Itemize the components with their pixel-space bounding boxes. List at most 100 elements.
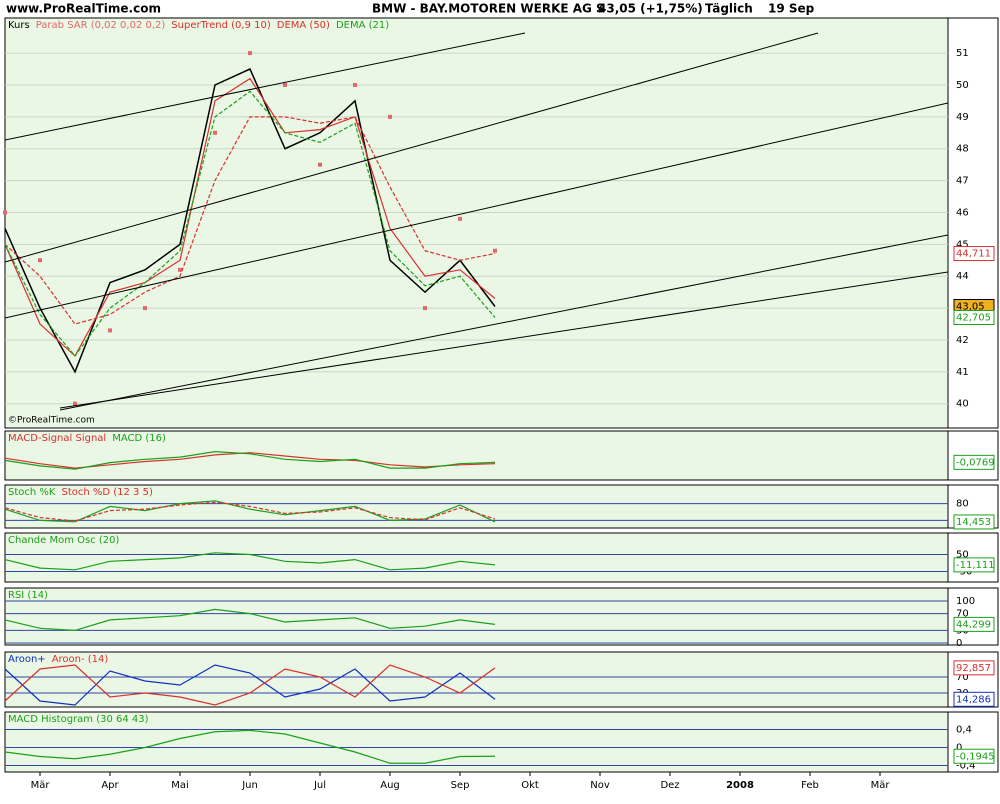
period: Täglich: [705, 2, 753, 16]
legend-entry: Aroon- (14): [52, 654, 109, 665]
panel-frame: [4, 532, 949, 583]
trendline: [5, 102, 948, 319]
last-label: -11,111: [956, 560, 995, 571]
dot: [108, 328, 112, 333]
y-tick-label: 51: [956, 48, 969, 59]
x-tick-label: Feb: [801, 780, 819, 791]
legend-entry: Kurs: [8, 20, 30, 31]
dot: [283, 82, 287, 87]
legend-entry: Stoch %K: [8, 487, 56, 498]
panel-frame: [4, 651, 949, 708]
price: 43,05 (+1,75%): [598, 2, 703, 16]
series-line: [4, 664, 496, 706]
y-tick-label: 0: [956, 743, 962, 754]
last-label: 44,299: [956, 619, 991, 630]
series-line: [4, 501, 496, 522]
y-tick-label: 47: [956, 176, 969, 187]
y-tick-label: 0: [956, 638, 962, 649]
y-tick-label: 41: [956, 367, 969, 378]
series-line: [4, 68, 496, 374]
legend-entry: SuperTrend (0,9 10): [171, 20, 271, 31]
last-label: 42,705: [956, 312, 991, 323]
trendline: [5, 32, 526, 141]
dot: [388, 114, 392, 119]
last-label-box: [953, 514, 995, 530]
trendline: [59, 271, 948, 409]
legend-entry: MACD (16): [112, 433, 166, 444]
last-label: 14,453: [956, 517, 991, 528]
y-tick-label: -0,4: [956, 761, 976, 772]
x-tick-label: Mär: [31, 780, 51, 791]
y-tick-label: 50: [956, 550, 969, 561]
last-label-box: [953, 691, 995, 707]
y-tick-label: 50: [956, 80, 969, 91]
series-line: [4, 608, 496, 632]
legend-entry: Parab SAR (0,02 0,02 0,2): [36, 20, 166, 31]
watermark: ©ProRealTime.com: [8, 416, 95, 426]
series-line: [4, 552, 496, 571]
dot: [458, 216, 462, 221]
y-tick-label: 45: [956, 239, 969, 250]
legend-entry: DEMA (21): [336, 20, 389, 31]
scale-area: [947, 17, 999, 429]
series-line: [4, 116, 496, 325]
x-tick-label: Okt: [521, 780, 539, 791]
dot: [353, 82, 357, 87]
y-tick-label: 42: [956, 335, 969, 346]
dot: [493, 248, 497, 253]
panel-frame: [4, 17, 949, 429]
title: BMW - BAY.MOTOREN WERKE AG S: [372, 2, 605, 16]
dot: [73, 401, 77, 406]
trendline: [59, 234, 948, 411]
last-label-box: [953, 616, 995, 632]
y-tick-label: 0,4: [956, 725, 972, 736]
last-label: -0,1945: [956, 751, 995, 762]
series-line: [4, 729, 496, 764]
y-tick-label: 49: [956, 112, 969, 123]
y-tick-label: 70: [956, 672, 969, 683]
last-label-box: [953, 246, 995, 262]
x-tick-label: Mär: [871, 780, 891, 791]
x-tick-label: Dez: [660, 780, 679, 791]
y-tick-label: 70: [956, 609, 969, 620]
legend-entry: Chande Mom Osc (20): [8, 535, 120, 546]
y-tick-label: 80: [956, 499, 969, 510]
last-label-box: [953, 454, 995, 470]
series-line: [4, 90, 496, 357]
legend-entry: Aroon+: [8, 654, 46, 665]
dot: [318, 162, 322, 167]
scale-area: [947, 587, 999, 646]
legend-entry: DEMA (50): [277, 20, 330, 31]
date: 19 Sep: [768, 2, 815, 16]
site: www.ProRealTime.com: [6, 2, 161, 16]
legend-entry: MACD-Signal Signal: [8, 433, 106, 444]
last-label: -0,0769: [956, 457, 995, 468]
y-tick-label: 100: [956, 596, 975, 607]
trendline: [5, 32, 819, 263]
legend-entry: MACD Histogram (30 64 43): [8, 714, 149, 725]
dot: [423, 306, 427, 311]
series-line: [4, 77, 496, 357]
dot: [178, 267, 182, 272]
last-label-box: [953, 309, 995, 325]
panel-frame: [4, 711, 949, 773]
x-tick-label: Nov: [590, 780, 610, 791]
legend-entry: RSI (14): [8, 590, 48, 601]
series-line: [4, 664, 496, 706]
y-tick-label: 44: [956, 271, 969, 282]
last-label: 43,05: [956, 301, 985, 312]
panel-frame: [4, 587, 949, 646]
x-tick-label: Jun: [241, 780, 258, 791]
last-label-box: [953, 748, 995, 764]
x-tick-label: Apr: [101, 780, 119, 791]
y-tick-label: 46: [956, 207, 969, 218]
series-line: [4, 450, 496, 470]
last-label: 44,711: [956, 249, 991, 260]
panel-frame: [4, 430, 949, 481]
x-tick-label: 2008: [726, 780, 754, 791]
x-tick-label: Mai: [171, 780, 189, 791]
trendlines: [5, 32, 948, 411]
last-label: 92,857: [956, 663, 991, 674]
